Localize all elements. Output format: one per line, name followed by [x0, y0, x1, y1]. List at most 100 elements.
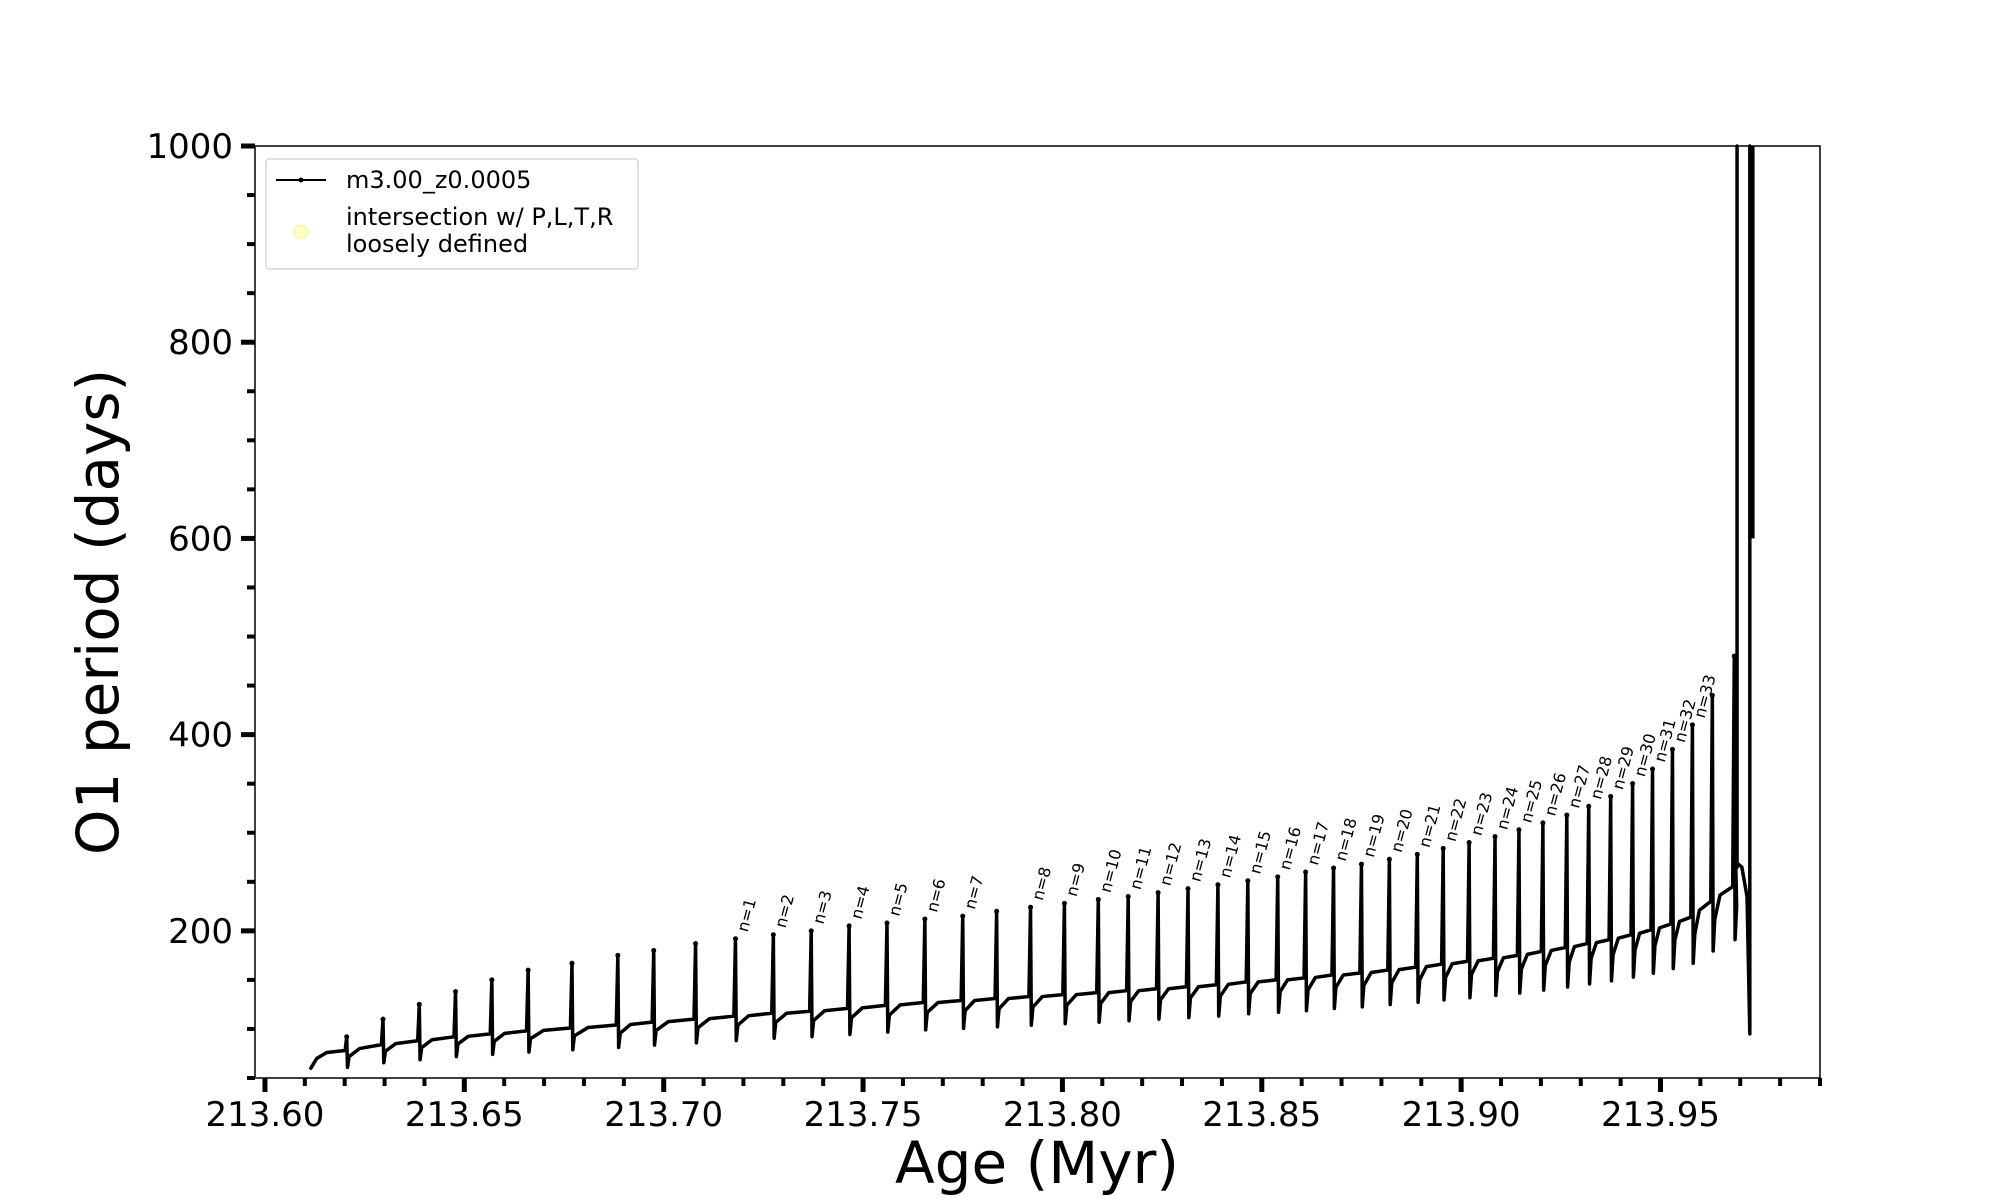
pulse-label: n=4 [847, 883, 874, 921]
pulse-peak-point [994, 908, 1000, 914]
plot-area [254, 145, 1821, 1079]
pulse-label: n=15 [1245, 829, 1275, 876]
pulse-peak-point [884, 920, 890, 926]
legend-label-intersection-line2: loosely defined [346, 230, 528, 258]
pulse-peak-point [453, 989, 459, 995]
legend: m3.00_z0.0005 intersection w/ P,L,T,R lo… [265, 158, 639, 270]
y-axis: 200 400 600 800 1000 [146, 127, 255, 1080]
annotation-layer: n=1 n=2 n=3 n=4 n=5 n=6 n=7 n=8 n=9 n=10 n=11 n=12 n… [733, 673, 1720, 934]
pulse-label: n=14 [1215, 832, 1245, 879]
pulse-peak-point [1564, 812, 1570, 818]
pulse-peak-point [1331, 865, 1337, 871]
pulse-peak-point [344, 1034, 350, 1040]
pulse-peak-point [1303, 869, 1309, 875]
pulse-peak-point [569, 960, 575, 966]
pulse-peak-point [1492, 834, 1498, 840]
pulse-label: n=23 [1467, 790, 1497, 837]
x-tick-label: 213.75 [804, 1095, 923, 1135]
pulse-peak-point [1689, 722, 1695, 728]
pulse-label: n=13 [1186, 836, 1216, 883]
pulse-label: n=19 [1359, 812, 1389, 859]
legend-box [265, 158, 639, 270]
pulse-label: n=10 [1096, 847, 1126, 894]
x-tick-label: 213.90 [1402, 1095, 1521, 1135]
y-tick-label: 200 [168, 912, 233, 952]
pulse-peak-point [1386, 856, 1392, 862]
pulse-peak-point [732, 936, 738, 942]
pulse-label: n=17 [1303, 820, 1333, 867]
pulse-peak-point [922, 916, 928, 922]
pulse-peak-point [1061, 900, 1067, 906]
pulse-label: n=9 [1062, 861, 1089, 899]
pulse-peak-point [1095, 896, 1101, 902]
pulse-peak-point [1650, 766, 1656, 772]
pulse-label: n=22 [1441, 796, 1471, 843]
pulse-peak-point [1516, 827, 1522, 833]
legend-intersection-marker [293, 224, 309, 240]
pulse-peak-point [808, 928, 814, 934]
pulse-peak-point [1155, 890, 1161, 896]
pulse-peak-point [1245, 878, 1251, 884]
pulse-label: n=12 [1156, 840, 1186, 887]
pulse-peak-point [651, 947, 657, 953]
x-tick-label: 213.80 [1003, 1095, 1122, 1135]
pulse-label: n=11 [1126, 844, 1156, 891]
legend-dot-marker [298, 177, 304, 183]
pulse-label: n=3 [809, 888, 836, 926]
x-axis: 213.60 213.65 213.70 213.75 213.80 213.85 213.… [205, 1078, 1822, 1135]
pulse-label: n=6 [922, 877, 949, 915]
pulse-peak-point [1669, 746, 1675, 752]
pulse-peak-point [1125, 894, 1131, 900]
x-tick-label: 213.85 [1202, 1095, 1321, 1135]
pulse-label: n=8 [1028, 865, 1055, 903]
pulse-peak-point [1358, 861, 1364, 867]
pulse-label: n=21 [1415, 802, 1445, 849]
pulse-label: n=18 [1331, 816, 1361, 863]
pulse-peak-point [1466, 840, 1472, 846]
pulse-label: n=5 [884, 881, 911, 919]
pulse-peak-point [1540, 820, 1546, 826]
pulse-peak-point [960, 913, 966, 919]
x-tick-label: 213.95 [1601, 1095, 1720, 1135]
legend-label-intersection-line1: intersection w/ P,L,T,R [346, 203, 613, 231]
y-axis-title: O1 period (days) [64, 369, 132, 855]
pulse-label: n=16 [1275, 825, 1305, 872]
x-axis-title: Age (Myr) [895, 1129, 1179, 1197]
pulse-peak-point [615, 952, 621, 958]
pulse-peak-point [1414, 851, 1420, 857]
pulse-peak-point [846, 923, 852, 929]
pulse-peak-point [770, 932, 776, 938]
pulse-peak-point [380, 1016, 386, 1022]
pulse-label: n=24 [1493, 784, 1523, 831]
pulse-peak-point [1586, 803, 1592, 809]
legend-label-series: m3.00_z0.0005 [346, 166, 531, 194]
pulse-peak-point [1215, 882, 1221, 888]
pulse-peak-point [489, 977, 495, 983]
y-tick-label: 600 [168, 519, 233, 559]
series-layer [309, 144, 1755, 1070]
pulse-peak-point [1709, 692, 1715, 698]
pulse-label: n=2 [771, 892, 798, 930]
y-tick-label: 400 [168, 716, 233, 756]
pulse-label: n=20 [1387, 807, 1417, 854]
pulse-peak-point [1630, 781, 1636, 787]
pulse-label: n=7 [960, 874, 987, 912]
pulse-peak-point [1028, 904, 1034, 910]
pulse-label: n=26 [1540, 771, 1570, 818]
pulse-peak-point [525, 967, 531, 973]
x-tick-label: 213.70 [604, 1095, 723, 1135]
x-tick-label: 213.65 [405, 1095, 524, 1135]
pulse-label: n=25 [1516, 778, 1546, 825]
pulse-peak-point [1731, 653, 1737, 659]
pulse-peak-point [693, 941, 699, 947]
pulse-peak-point [1275, 874, 1281, 880]
x-tick-label: 213.60 [205, 1095, 324, 1135]
pulse-label: n=1 [733, 896, 760, 934]
y-tick-label: 1000 [146, 127, 233, 167]
pulse-peak-point [1608, 793, 1614, 799]
y-tick-label: 800 [168, 323, 233, 363]
series-line [309, 144, 1752, 1070]
pulse-peak-point [416, 1001, 422, 1007]
pulse-peak-point [1185, 886, 1191, 892]
